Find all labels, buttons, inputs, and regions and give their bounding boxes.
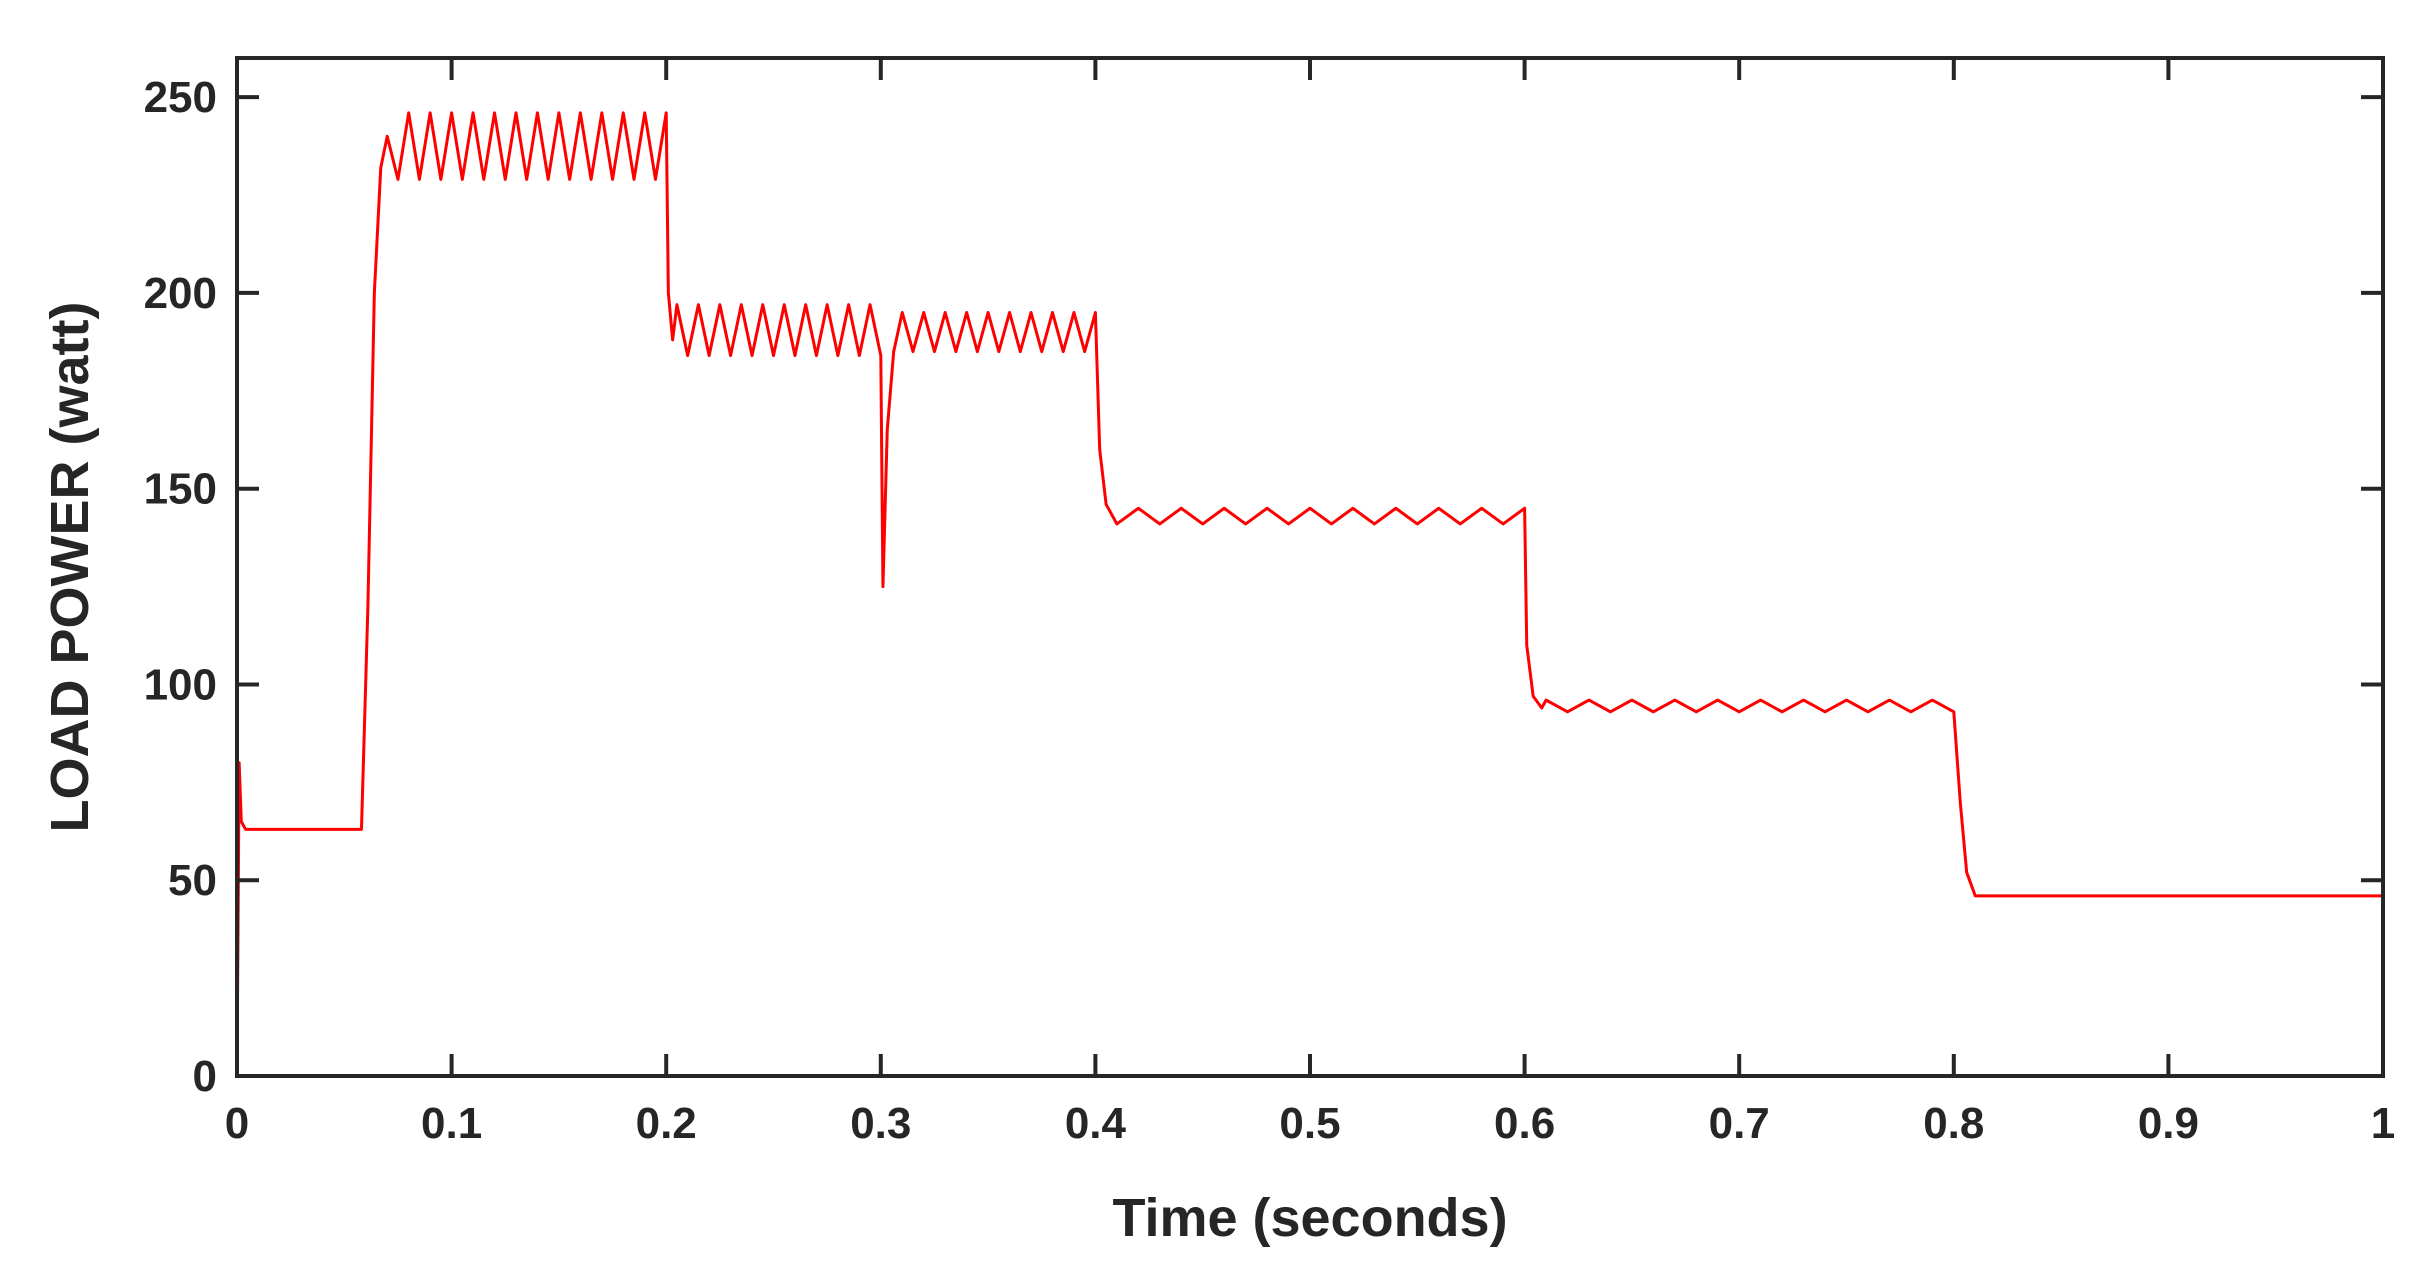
x-axis-label: Time (seconds) — [1112, 1188, 1507, 1248]
y-tick-label: 150 — [144, 465, 217, 514]
x-tick-label: 0.5 — [1279, 1099, 1340, 1148]
x-tick-label: 0 — [225, 1099, 249, 1148]
x-tick-label: 0.8 — [1923, 1099, 1984, 1148]
x-tick-label: 0.1 — [421, 1099, 482, 1148]
y-tick-label: 250 — [144, 73, 217, 122]
x-tick-label: 0.3 — [850, 1099, 911, 1148]
x-tick-label: 0.9 — [2138, 1099, 2199, 1148]
data-line — [235, 111, 2383, 1077]
x-tick-label: 1 — [2371, 1099, 2395, 1148]
x-tick-label: 0.6 — [1494, 1099, 1555, 1148]
y-tick-label: 0 — [193, 1052, 217, 1101]
y-tick-label: 50 — [168, 856, 217, 905]
x-tick-label: 0.7 — [1709, 1099, 1770, 1148]
x-tick-label: 0.4 — [1065, 1099, 1127, 1148]
y-tick-label: 200 — [144, 269, 217, 318]
plot-frame — [235, 56, 2385, 1078]
x-tick-label: 0.2 — [636, 1099, 697, 1148]
y-axis-label: LOAD POWER (watt) — [40, 302, 100, 833]
y-tick-label: 100 — [144, 660, 217, 709]
